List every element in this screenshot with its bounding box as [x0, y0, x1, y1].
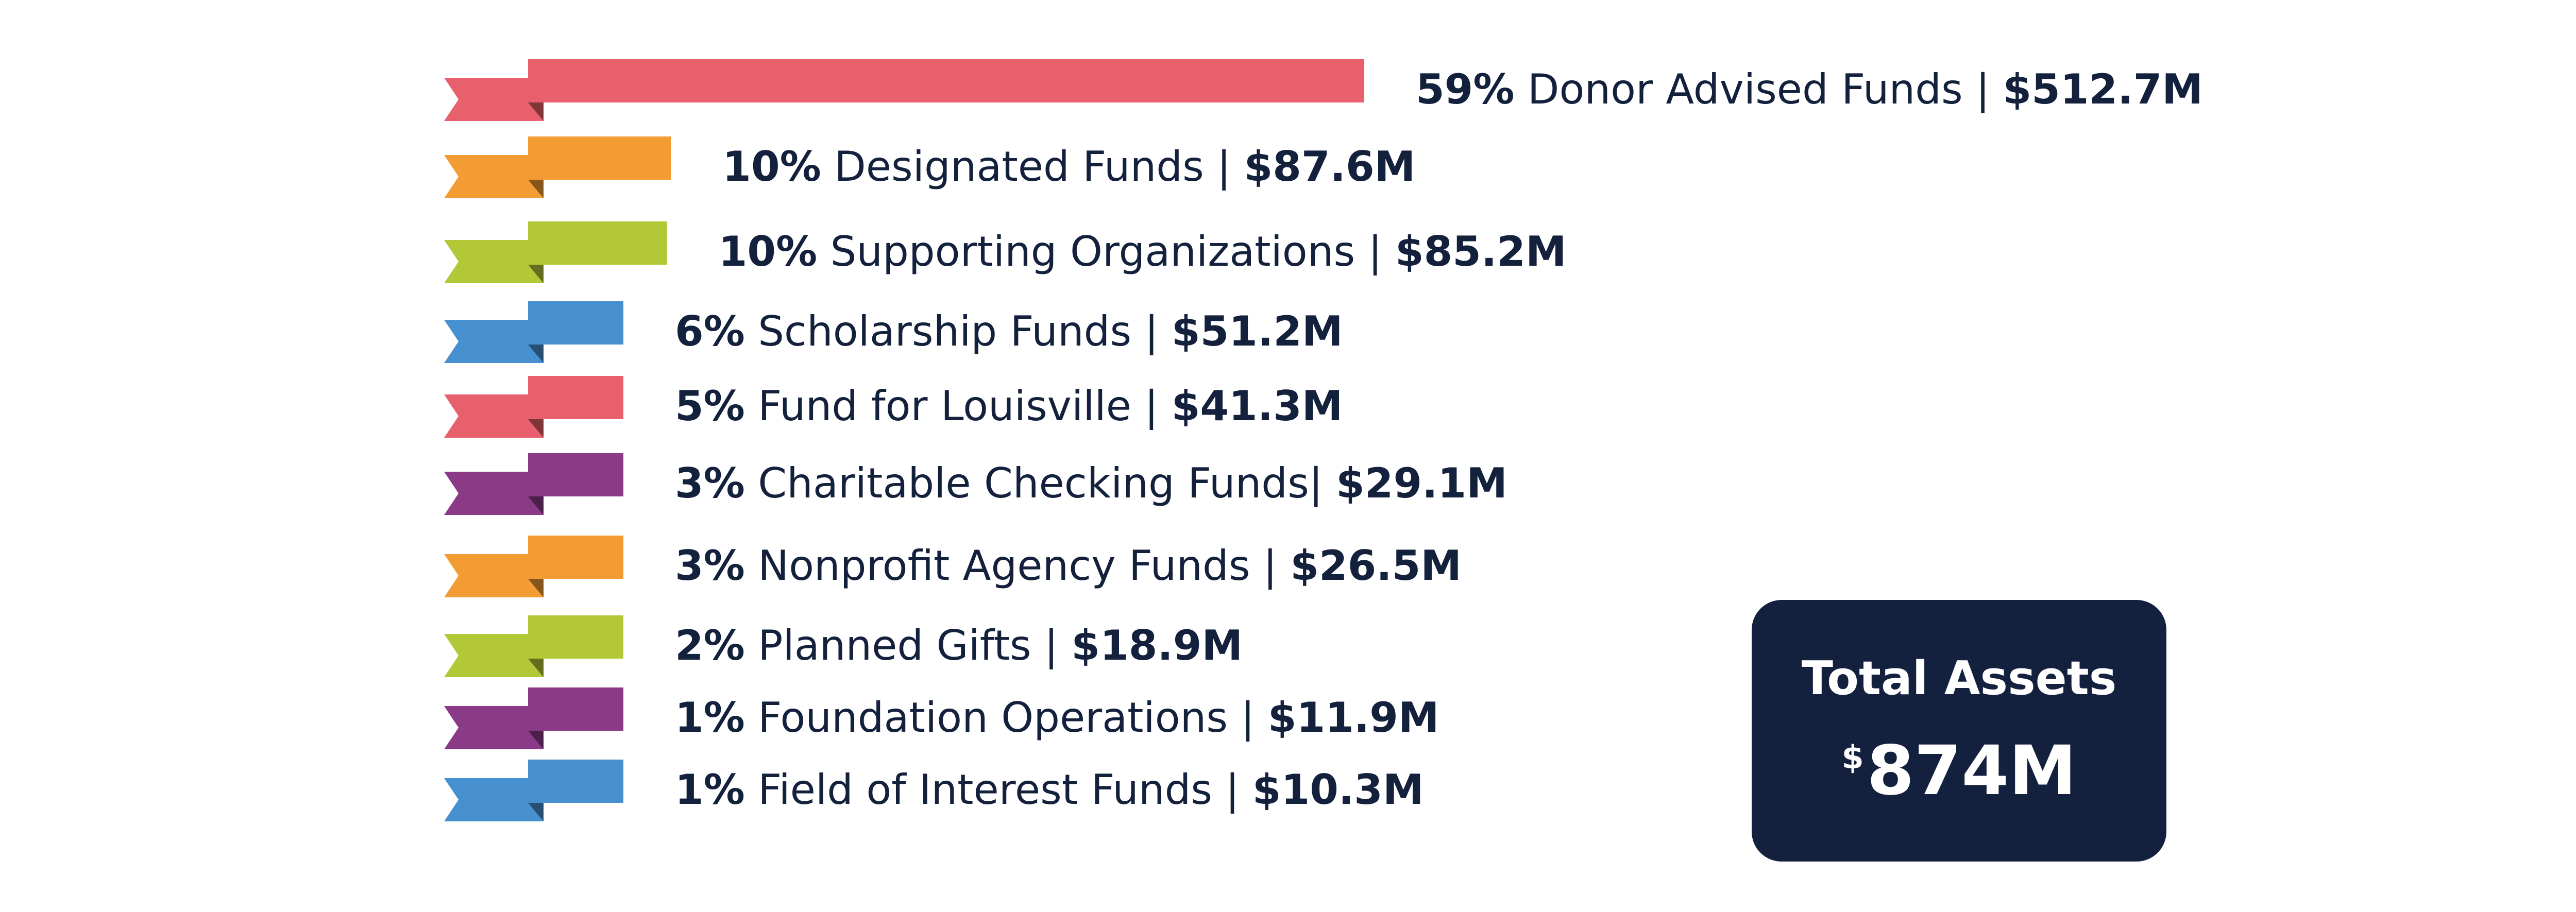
bar	[528, 453, 623, 496]
bar-tail	[444, 634, 544, 677]
bar-label: 59% Donor Advised Funds | $512.7M	[1416, 65, 2203, 114]
bar-fold	[528, 180, 544, 198]
bar-tail	[444, 778, 544, 821]
total-assets-title: Total Assets	[1801, 651, 2117, 705]
bar-group: 10% Supporting Organizations | $85.2M	[444, 221, 1567, 283]
bar-group: 5% Fund for Louisville | $41.3M	[444, 376, 1343, 438]
bar-tail	[444, 320, 544, 363]
bar-percent: 3%	[675, 542, 745, 590]
bar-percent: 6%	[675, 307, 745, 355]
bar-percent: 1%	[675, 766, 745, 814]
bar-label: 6% Scholarship Funds | $51.2M	[675, 307, 1343, 356]
bar-percent: 3%	[675, 459, 745, 507]
bar	[528, 687, 623, 731]
bar	[528, 536, 623, 579]
bar-tail	[444, 706, 544, 749]
total-assets-amount: 874M	[1867, 731, 2077, 811]
bar-fold	[528, 731, 544, 749]
bar-tail	[444, 394, 544, 438]
bar-tail	[444, 78, 544, 121]
bar-percent: 59%	[1416, 65, 1514, 113]
total-assets-value: $874M	[1752, 731, 2166, 811]
bar-category: Field of Interest Funds |	[745, 766, 1252, 814]
bar-category: Fund for Louisville |	[745, 382, 1172, 431]
bar-category: Scholarship Funds |	[745, 307, 1172, 356]
bar-category: Designated Funds |	[821, 143, 1244, 191]
bar-category: Nonprofit Agency Funds |	[745, 542, 1290, 590]
bar-amount: $11.9M	[1268, 694, 1439, 742]
bar-label: 10% Designated Funds | $87.6M	[722, 143, 1415, 191]
bar-amount: $10.3M	[1252, 766, 1424, 814]
bar-group: 59% Donor Advised Funds | $512.7M	[444, 59, 2203, 121]
bar-group: 2% Planned Gifts | $18.9M	[444, 615, 1243, 677]
bar-label: 10% Supporting Organizations | $85.2M	[719, 228, 1567, 276]
bar	[528, 59, 1364, 102]
bar-percent: 10%	[719, 228, 817, 276]
bar-percent: 2%	[675, 622, 745, 669]
bar	[528, 615, 623, 659]
bar-category: Charitable Checking Funds|	[745, 459, 1336, 508]
bar-tail	[444, 240, 544, 283]
bar-group: 10% Designated Funds | $87.6M	[444, 136, 1415, 198]
bar-fold	[528, 659, 544, 677]
bar-amount: $29.1M	[1336, 459, 1507, 507]
bar-tail	[444, 155, 544, 198]
bar-percent: 1%	[675, 694, 745, 742]
bar-category: Planned Gifts |	[745, 622, 1072, 670]
bar-group: 6% Scholarship Funds | $51.2M	[444, 301, 1343, 363]
bar	[528, 136, 671, 180]
bar-amount: $51.2M	[1172, 307, 1343, 355]
bar-fold	[528, 419, 544, 438]
bar-category: Supporting Organizations |	[817, 228, 1395, 276]
bar-fold	[528, 102, 544, 121]
bar-tail	[444, 554, 544, 597]
bar-group: 1% Field of Interest Funds | $10.3M	[444, 760, 1424, 821]
bar-fold	[528, 265, 544, 283]
bar-fold	[528, 345, 544, 363]
bar	[528, 301, 623, 345]
bar-tail	[444, 472, 544, 515]
bar-category: Donor Advised Funds |	[1514, 65, 2003, 114]
bar-amount: $512.7M	[2003, 65, 2203, 113]
bar	[528, 221, 667, 265]
bar	[528, 760, 623, 803]
bar-fold	[528, 803, 544, 821]
bar-percent: 10%	[722, 143, 821, 191]
bar-fold	[528, 496, 544, 515]
bar-fold	[528, 579, 544, 597]
bar-amount: $87.6M	[1244, 143, 1416, 191]
bar-amount: $85.2M	[1395, 228, 1567, 276]
bar-amount: $18.9M	[1071, 622, 1243, 669]
bar-label: 2% Planned Gifts | $18.9M	[675, 622, 1243, 670]
bar-label: 5% Fund for Louisville | $41.3M	[675, 382, 1343, 431]
bar	[528, 376, 623, 419]
bar-amount: $26.5M	[1290, 542, 1462, 590]
bar-label: 1% Foundation Operations | $11.9M	[675, 694, 1439, 742]
bar-label: 3% Charitable Checking Funds| $29.1M	[675, 459, 1507, 508]
bar-amount: $41.3M	[1172, 382, 1343, 430]
bar-group: 3% Nonprofit Agency Funds | $26.5M	[444, 536, 1462, 597]
bar-group: 1% Foundation Operations | $11.9M	[444, 687, 1439, 749]
bar-percent: 5%	[675, 382, 745, 430]
bar-category: Foundation Operations |	[745, 694, 1268, 742]
total-assets-currency: $	[1841, 738, 1864, 776]
bar-label: 1% Field of Interest Funds | $10.3M	[675, 766, 1424, 814]
bar-label: 3% Nonprofit Agency Funds | $26.5M	[675, 542, 1462, 590]
bar-group: 3% Charitable Checking Funds| $29.1M	[444, 453, 1507, 515]
total-assets-box: Total Assets $874M	[1752, 600, 2166, 862]
